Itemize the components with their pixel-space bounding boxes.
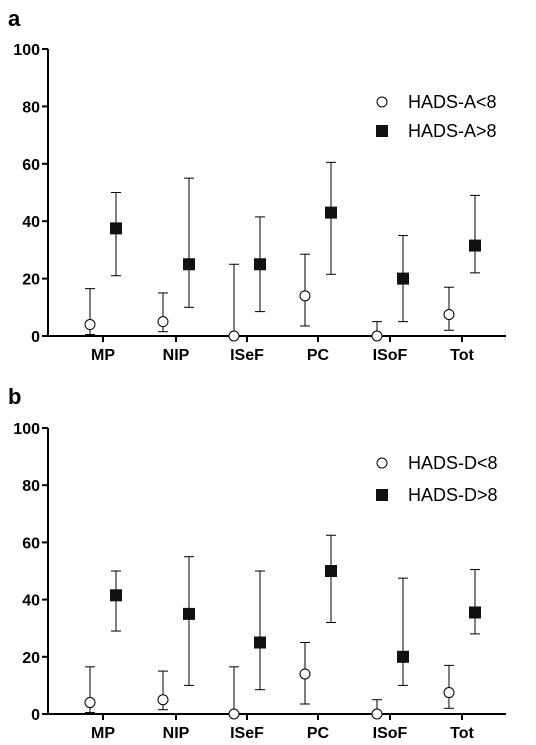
x-tick-label: ISoF [373, 347, 408, 364]
data-point-square [110, 589, 122, 602]
data-point-circle [299, 668, 311, 680]
data-point-circle [371, 708, 383, 720]
x-tick-label: NIP [163, 725, 190, 742]
x-tick-label: NIP [163, 347, 190, 364]
y-tick-label: 100 [13, 421, 40, 438]
y-tick-label: 60 [22, 535, 40, 552]
y-tick-label: 20 [22, 272, 40, 289]
data-point-circle [84, 319, 96, 331]
data-point-square [325, 565, 337, 577]
data-point-circle [443, 308, 455, 320]
data-point-circle [228, 330, 240, 342]
legend-label: HADS-D>8 [408, 485, 498, 505]
x-tick-label: MP [91, 725, 115, 742]
data-point-circle [299, 290, 311, 302]
data-point-circle [228, 708, 240, 720]
data-point-square [469, 239, 481, 252]
legend-label: HADS-A>8 [408, 121, 497, 141]
data-point-circle [371, 330, 383, 342]
y-tick-label: 80 [22, 99, 40, 116]
legend-marker-circle [376, 96, 388, 108]
data-point-square [469, 606, 481, 619]
legend-marker-square [376, 489, 388, 501]
x-tick-label: PC [307, 347, 330, 364]
x-tick-label: MP [91, 347, 115, 364]
data-point-square [325, 206, 337, 219]
data-point-circle [84, 697, 96, 709]
data-point-square [254, 258, 266, 271]
y-tick-label: 40 [22, 214, 40, 231]
y-tick-label: 40 [22, 593, 40, 610]
x-tick-label: ISeF [230, 347, 264, 364]
panel-b: b 0 20 40 60 80 100 MP NIP ISeF PC ISoF Tot HADS-D<8 H… [8, 384, 506, 742]
legend-marker-circle [376, 457, 388, 469]
legend-label: HADS-A<8 [408, 92, 497, 112]
x-tick-label: PC [307, 725, 330, 742]
data-point-square [254, 636, 266, 649]
data-point-square [397, 272, 409, 285]
y-tick-label: 0 [31, 329, 40, 346]
data-point-circle [443, 687, 455, 699]
x-tick-label: ISoF [373, 725, 408, 742]
panel-letter: a [8, 6, 21, 31]
y-tick-label: 100 [13, 42, 40, 59]
x-tick-label: ISeF [230, 725, 264, 742]
y-tick-label: 60 [22, 157, 40, 174]
panel-letter: b [8, 384, 21, 409]
y-tick-label: 80 [22, 478, 40, 495]
data-point-square [183, 607, 195, 620]
data-point-square [183, 258, 195, 271]
y-tick-label: 0 [31, 707, 40, 724]
legend-label: HADS-D<8 [408, 453, 498, 473]
panel-a: a 0 20 40 60 80 100 MP NIP ISeF PC ISoF Tot HADS-A<8 H… [8, 6, 506, 364]
x-tick-label: Tot [450, 725, 474, 742]
data-point-square [110, 222, 122, 235]
legend-marker-square [376, 125, 388, 137]
x-tick-label: Tot [450, 347, 474, 364]
data-point-circle [157, 316, 169, 328]
y-tick-label: 20 [22, 650, 40, 667]
data-point-circle [157, 694, 169, 706]
data-point-square [397, 650, 409, 663]
